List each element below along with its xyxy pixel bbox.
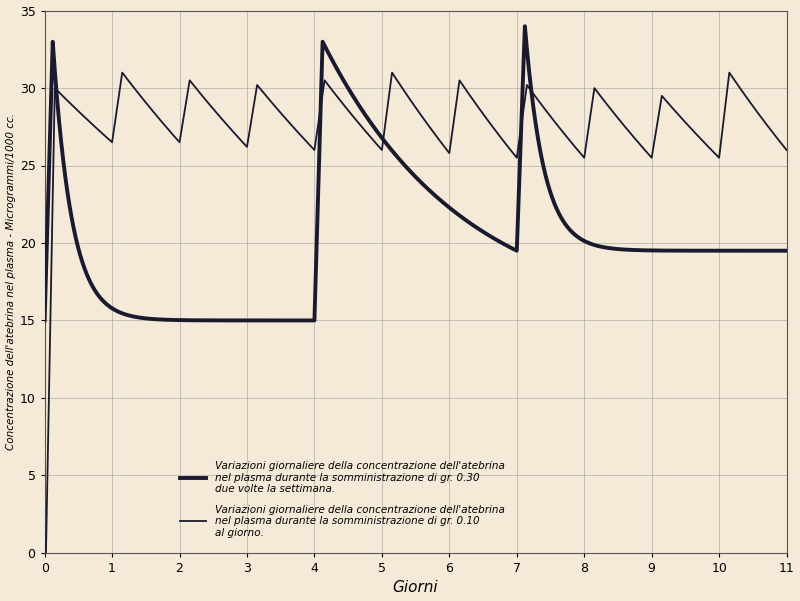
- Y-axis label: Concentrazione dell'atebrina nel plasma - Microgrammi/1000 cc.: Concentrazione dell'atebrina nel plasma …: [6, 113, 15, 450]
- X-axis label: Giorni: Giorni: [393, 581, 438, 596]
- Legend: Variazioni giornaliere della concentrazione dell'atebrina
nel plasma durante la : Variazioni giornaliere della concentrazi…: [176, 457, 509, 542]
